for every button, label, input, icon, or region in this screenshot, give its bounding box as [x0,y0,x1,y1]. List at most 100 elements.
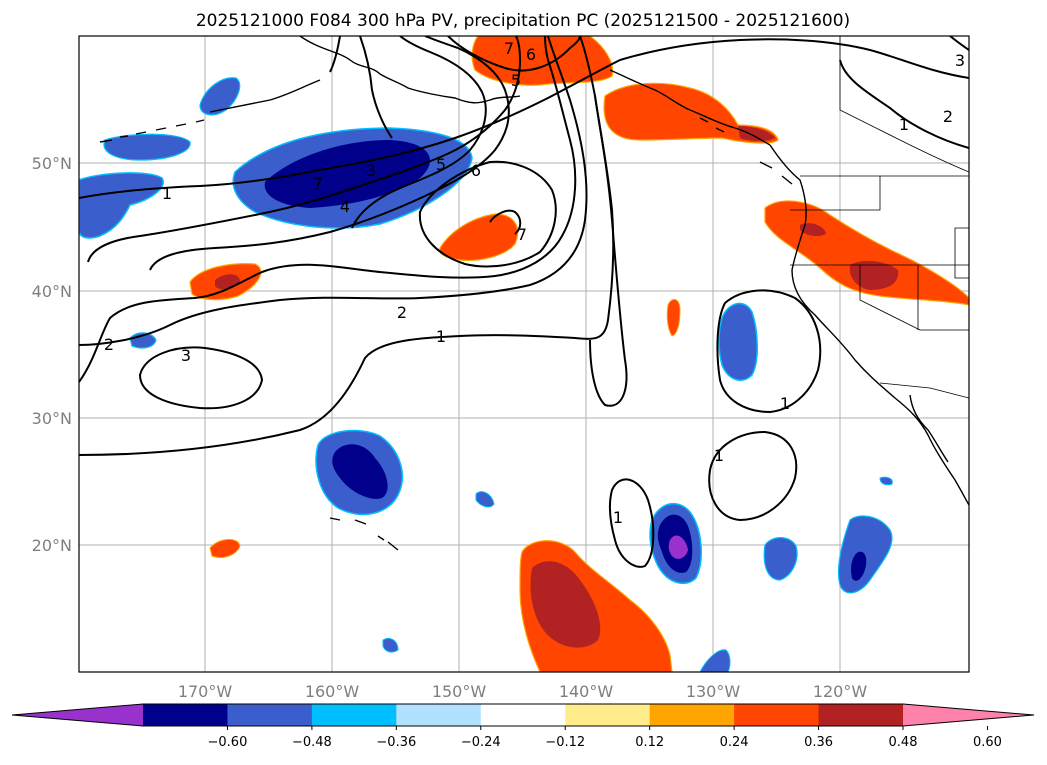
pos-area-west-coast-core-1 [800,223,826,237]
lat-label: 40°N [32,282,72,301]
contour-label: 1 [780,394,790,413]
colorbar-segment [396,704,482,726]
contour-label: 1 [899,115,909,134]
contour-1-ca [716,289,822,414]
map-panel: 1 1 1 1 1 1 2 2 2 3 3 3 4 5 5 6 6 7 7 7 [79,36,969,672]
state-borders [790,176,969,331]
contour-label: 2 [104,335,114,354]
contour-label: 1 [714,446,724,465]
lon-label: 160°W [305,682,360,701]
contour-label: 1 [613,508,623,527]
neg-area-south-edge [699,649,731,672]
colorbar-segment [227,704,313,726]
colorbar-tick-label: −0.60 [208,735,248,750]
colorbar-tick-label: −0.48 [292,735,332,750]
lon-label: 120°W [813,682,868,701]
neg-area-south-east-2-core [851,551,867,581]
lat-label: 50°N [32,154,72,173]
pos-area-gulf-alaska-west [471,36,614,86]
lon-label: 150°W [432,682,487,701]
pos-area-small-strip [666,298,681,337]
pos-area-south-core [530,561,601,648]
lat-label: 30°N [32,409,72,428]
neg-area-tiny-3 [879,476,893,486]
neg-area-south-east-1 [763,537,798,581]
colorbar-tick-label: −0.12 [545,735,585,750]
colorbar-tick-label: 0.60 [973,735,1002,750]
lon-label: 130°W [686,682,741,701]
alaska-canada-border [839,36,969,173]
aleutian-chain [99,119,205,143]
neg-area-ca-offshore [718,302,759,381]
lon-label: 140°W [559,682,614,701]
baja-coast [909,394,949,463]
contour-label: 2 [943,107,953,126]
longitude-labels: 170°W 160°W 150°W 140°W 130°W 120°W [178,682,868,701]
colorbar-tick-label: −0.36 [376,735,416,750]
coastlines [99,36,969,551]
contour-label: 3 [955,51,965,70]
alaska-coast [209,36,521,113]
contour-label: 7 [504,39,514,58]
contour-4 [87,36,522,263]
pos-area-small-west [209,539,241,559]
borders [790,36,969,399]
contour-label: 7 [517,225,527,244]
lon-label: 170°W [178,682,233,701]
lat-label: 20°N [32,536,72,555]
neg-area-south-central-min [668,535,688,559]
colorbar: −0.60 −0.48 −0.36 −0.24 −0.12 0.12 0.24 0.36 0.4… [11,703,1035,750]
contour-1-south-b [608,478,655,568]
contour-7 [329,36,522,235]
contour-label: 1 [436,327,446,346]
colorbar-tick-label: 0.12 [635,735,664,750]
contour-label: 6 [526,45,536,64]
colorbar-segment [311,704,397,726]
neg-area-aleutian [103,133,191,161]
colorbar-tick-label: 0.24 [720,735,749,750]
colorbar-outline [11,703,1035,727]
hawaii-islands [329,517,399,551]
contour-label: 5 [511,71,521,90]
contour-3 [79,36,969,410]
contour-label: 6 [471,161,481,180]
colorbar-segment [143,704,228,726]
map-title: 2025121000 F084 300 hPa PV, precipitatio… [196,11,850,31]
neg-area-tiny-2 [382,637,399,653]
colorbar-tick-label: 0.36 [804,735,833,750]
contour-1-south-a [708,430,798,522]
contour-label: 3 [366,161,376,180]
colorbar-tick-label: 0.48 [889,735,918,750]
contour-label: 7 [313,174,323,193]
alaska-panhandle [609,69,771,146]
latitude-labels: 50°N 40°N 30°N 20°N [32,154,72,555]
colorbar-segment [565,704,651,726]
neg-area-hawaii-north-core [332,444,388,499]
contour-label: 2 [397,303,407,322]
contour-5 [149,36,510,271]
contour-1-trough [589,95,628,407]
colorbar-segment [649,704,735,726]
neg-area-bering [199,77,241,116]
colorbar-segment [734,704,820,726]
contour-2 [79,36,969,346]
contour-label: 3 [181,346,191,365]
bc-islands [699,117,793,185]
colorbar-tick-label: −0.24 [461,735,501,750]
contour-6 [351,36,581,268]
west-coast [769,144,969,506]
colorbar-segment [480,704,566,726]
pos-area-west-coast-core-2 [849,260,899,290]
neg-area-tiny-1 [475,491,495,508]
contour-label: 1 [162,184,172,203]
contour-label: 5 [436,155,446,174]
colorbar-extend-min [12,704,143,726]
contour-label: 4 [340,197,350,216]
pv-contours [79,36,969,568]
map-frame [78,35,970,673]
contour-labels: 1 1 1 1 1 1 2 2 2 3 3 3 4 5 5 6 6 7 7 7 [104,39,965,527]
colorbar-extend-max [903,704,1034,726]
colorbar-segment [818,704,904,726]
pos-area-bc-coast-core [738,126,775,141]
